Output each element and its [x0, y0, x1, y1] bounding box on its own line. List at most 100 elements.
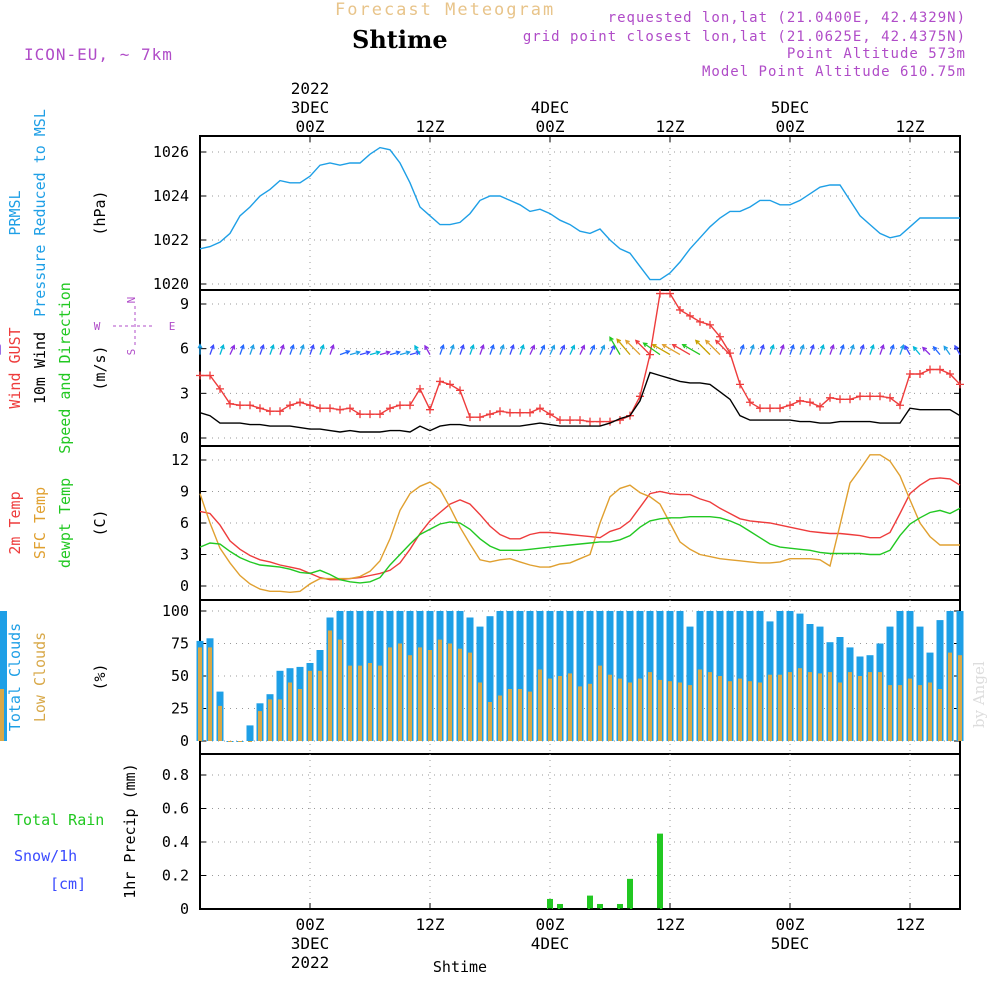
wind-arrow-head — [829, 343, 835, 350]
wind-arrow-head — [859, 343, 865, 350]
temperature-axis-label: (C) — [91, 509, 109, 536]
wind-arrow-head — [651, 343, 657, 349]
gust-marker — [746, 398, 754, 407]
gust-marker — [416, 384, 424, 393]
clouds-bar — [568, 673, 572, 741]
bottom-time-label: 00Z — [776, 915, 805, 934]
gust-marker — [926, 365, 934, 374]
gust-marker — [536, 404, 544, 413]
top-time-label: 3DEC — [291, 98, 330, 117]
top-time-label: 00Z — [536, 117, 565, 136]
wind-arrow — [819, 345, 825, 355]
clouds-bar — [636, 611, 644, 741]
clouds-axis-label: Low Clouds — [31, 632, 49, 722]
bottom-time-label: 00Z — [296, 915, 325, 934]
gust-marker — [426, 405, 434, 414]
wind-arrow — [229, 345, 235, 355]
clouds-bar — [686, 626, 694, 741]
precip-rain-label: Total Rain — [14, 811, 104, 829]
pressure-y-tick-label: 1024 — [153, 187, 189, 205]
clouds-bar — [218, 705, 222, 741]
wind-arrow-head — [932, 345, 938, 352]
wind-axis-label: (m/s) — [91, 345, 109, 390]
clouds-bar — [858, 676, 862, 741]
wind-arrow — [889, 345, 895, 355]
gust-marker — [806, 398, 814, 407]
wind-arrow-head — [769, 343, 775, 350]
wind-arrow — [369, 351, 380, 356]
gust-marker — [786, 401, 794, 410]
temperature-series-line — [199, 507, 961, 584]
wind-arrow-head — [661, 343, 667, 349]
wind-arrow-head — [849, 343, 855, 350]
clouds-bar — [798, 668, 802, 741]
gust-marker — [656, 289, 664, 298]
clouds-bar — [388, 647, 392, 741]
wind-arrow — [379, 351, 390, 356]
pressure-axis-label: (hPa) — [91, 190, 109, 235]
clouds-bar — [538, 669, 542, 741]
wind-arrow — [672, 344, 691, 356]
clouds-bar — [328, 630, 332, 741]
clouds-bar — [0, 717, 4, 741]
temperature-axis-label: SFC Temp — [31, 487, 49, 559]
pressure-series-line — [199, 146, 960, 281]
wind-arrow-head — [329, 343, 335, 350]
wind-arrow-head — [809, 343, 815, 350]
wind-arrow — [904, 345, 911, 355]
precip-y-tick-label: 0.6 — [162, 800, 189, 818]
wind-arrow — [459, 345, 465, 355]
clouds-bar — [868, 672, 872, 741]
clouds-bar — [628, 682, 632, 741]
wind-arrow — [529, 345, 535, 355]
wind-arrow — [339, 350, 350, 356]
clouds-bar — [238, 741, 242, 742]
wind-arrow — [643, 342, 661, 356]
wind-arrow-head — [779, 343, 785, 350]
wind-arrow-head — [624, 339, 630, 345]
model-label: ICON-EU, ~ 7km — [24, 45, 173, 64]
gust-marker — [276, 407, 284, 416]
clouds-bar — [828, 672, 832, 741]
wind-arrow — [954, 345, 961, 355]
wind-arrow-head — [671, 343, 677, 349]
clouds-bar — [626, 611, 634, 741]
wind-arrow-head — [799, 343, 805, 350]
temperature-y-tick-label: 6 — [180, 514, 189, 532]
wind-arrow — [439, 345, 445, 355]
wind-arrow-head — [469, 343, 475, 350]
wind-arrow-head — [600, 344, 606, 350]
wind-arrow — [715, 340, 731, 356]
wind-axis-label: 10m Wind — [31, 332, 49, 404]
wind-arrow-head — [681, 343, 687, 349]
wind-arrow-head — [319, 343, 325, 350]
wind-arrow — [469, 345, 475, 355]
bottom-time-label: 3DEC — [291, 934, 330, 953]
wind-arrow-head — [355, 350, 361, 356]
gust-marker — [776, 404, 784, 413]
wind-arrow-head — [590, 344, 596, 350]
wind-arrow — [809, 345, 815, 355]
wind-arrow — [789, 345, 795, 355]
clouds-bar — [788, 672, 792, 741]
clouds-bar — [938, 689, 942, 741]
wind-arrow-head — [375, 350, 381, 356]
point-altitude: Point Altitude 573m — [786, 46, 966, 62]
clouds-bar — [598, 665, 602, 741]
gust-marker — [876, 392, 884, 401]
gust-marker — [336, 405, 344, 414]
clouds-bar — [638, 678, 642, 741]
clouds-bar — [518, 689, 522, 741]
wind-arrow-head — [580, 344, 586, 350]
clouds-bar — [616, 611, 624, 741]
clouds-y-tick-label: 50 — [171, 667, 189, 685]
gust-marker — [396, 401, 404, 410]
clouds-bar — [948, 652, 952, 741]
bottom-time-label: 4DEC — [531, 934, 570, 953]
wind-arrow — [424, 345, 431, 355]
wind-arrow-head — [259, 343, 265, 350]
wind-arrow — [219, 345, 225, 355]
clouds-bar — [936, 620, 944, 741]
wind-axis-label: Wind GUST — [6, 327, 24, 408]
wind-y-tick-label: 6 — [180, 340, 189, 358]
